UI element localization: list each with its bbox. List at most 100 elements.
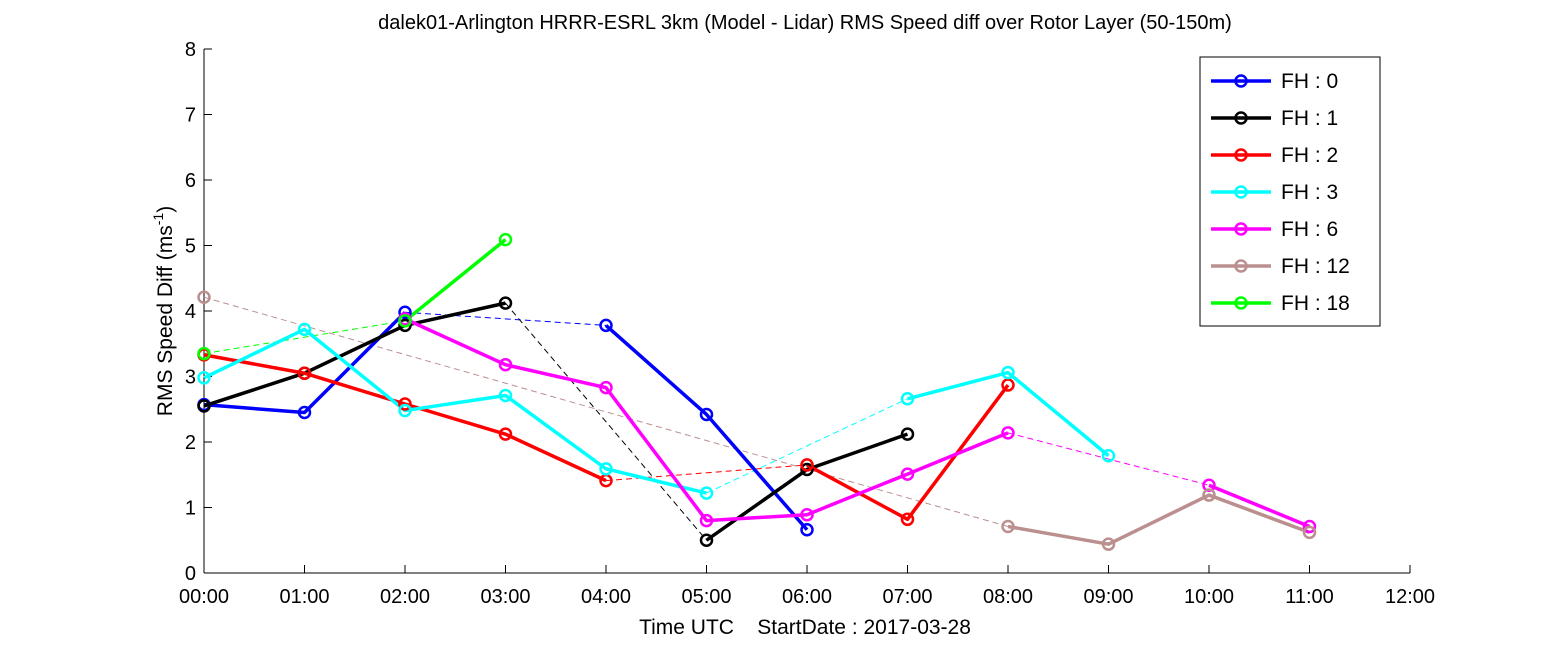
chart-title: dalek01-Arlington HRRR-ESRL 3km (Model -… — [378, 12, 1232, 34]
legend-label: FH : 3 — [1281, 181, 1338, 204]
data-point — [1001, 365, 1015, 380]
data-point — [800, 523, 814, 537]
legend-label: FH : 18 — [1281, 292, 1350, 315]
x-tick-label: 07:00 — [882, 586, 932, 608]
data-point — [498, 232, 513, 247]
series-line — [403, 238, 507, 323]
data-point — [498, 296, 513, 310]
data-point — [699, 407, 714, 422]
data-point — [1001, 426, 1015, 440]
x-tick-label: 11:00 — [1285, 586, 1334, 608]
y-tick-label: 5 — [185, 236, 196, 258]
data-point — [1101, 449, 1116, 463]
x-tick-label: 06:00 — [782, 586, 832, 608]
data-point — [297, 405, 312, 420]
y-tick-label: 7 — [185, 105, 196, 127]
y-tick-label: 3 — [185, 367, 196, 389]
y-axis-label: RMS Speed Diff (ms-1) — [150, 206, 177, 416]
data-point — [197, 371, 211, 385]
data-point — [1202, 488, 1216, 502]
series-gap-connector — [505, 302, 707, 541]
data-point — [197, 399, 211, 413]
series-line — [404, 317, 1009, 523]
data-point — [599, 462, 613, 476]
y-tick-label: 8 — [185, 39, 196, 61]
data-point — [1001, 519, 1015, 534]
y-axis-label-sup: -1 — [150, 213, 166, 226]
data-point — [1302, 519, 1317, 534]
data-point — [297, 366, 312, 380]
series-line — [1208, 483, 1311, 529]
legend-marker — [1234, 185, 1248, 199]
series-line — [203, 301, 506, 408]
data-point — [800, 462, 814, 477]
series-line — [203, 311, 407, 415]
series-gap-connector — [706, 398, 908, 494]
legend-label: FH : 0 — [1281, 70, 1338, 93]
data-point — [599, 318, 613, 333]
data-point — [398, 397, 412, 411]
x-tick-label: 05:00 — [681, 586, 731, 608]
data-point — [900, 392, 915, 406]
data-point — [398, 305, 412, 320]
legend-marker — [1234, 148, 1248, 162]
series-gap-connector — [404, 311, 607, 326]
legend-marker — [1234, 222, 1248, 236]
series-line — [907, 370, 1110, 458]
series-line — [203, 327, 707, 495]
y-tick-label: 6 — [185, 170, 196, 192]
series-line — [806, 383, 1010, 522]
legend-marker — [1234, 296, 1248, 310]
x-tick-label: 10:00 — [1184, 586, 1234, 608]
legend-label: FH : 2 — [1281, 144, 1338, 167]
x-tick-label: 12:00 — [1385, 586, 1435, 608]
data-point — [699, 513, 714, 528]
plot-area — [197, 232, 1317, 551]
legend-marker — [1234, 111, 1248, 125]
data-point — [398, 318, 412, 333]
y-tick-label: 0 — [185, 563, 196, 585]
x-tick-label: 03:00 — [480, 586, 530, 608]
legend: FH : 0 FH : 1 FH : 2 FH : 3 FH : 6 FH : 12 FH … — [1199, 56, 1381, 327]
legend-marker — [1234, 259, 1248, 273]
data-point — [900, 467, 915, 481]
series-line — [1007, 493, 1311, 546]
x-tick-label: 08:00 — [983, 586, 1033, 608]
legend-label: FH : 1 — [1281, 107, 1338, 130]
data-point — [498, 357, 513, 372]
y-tick-label: 2 — [185, 432, 196, 454]
data-point — [197, 346, 211, 361]
data-point — [498, 427, 513, 441]
legend-marker — [1234, 74, 1248, 88]
axes: 00:00 01:00 02:00 03:00 04:00 05:00 06:00 07:00… — [179, 39, 1435, 608]
data-point — [900, 427, 915, 441]
data-point — [197, 290, 211, 304]
x-tick-label: 04:00 — [581, 586, 631, 608]
x-tick-label: 02:00 — [380, 586, 430, 608]
data-point — [599, 380, 613, 395]
data-point — [1001, 378, 1015, 392]
data-point — [398, 403, 412, 418]
data-point — [800, 507, 814, 522]
x-tick-label: 09:00 — [1083, 586, 1133, 608]
y-axis-label-main: RMS Speed Diff (ms — [154, 225, 177, 416]
legend-label: FH : 12 — [1281, 255, 1350, 278]
data-point — [498, 388, 513, 403]
series-gap-connector — [1007, 432, 1210, 486]
data-point — [800, 458, 814, 472]
data-point — [398, 314, 412, 328]
y-tick-label: 1 — [185, 498, 196, 520]
data-point — [699, 533, 714, 547]
y-tick-label: 4 — [185, 301, 196, 323]
x-axis-label: Time UTC StartDate : 2017-03-28 — [639, 616, 971, 639]
y-axis-label-end: ) — [154, 206, 177, 213]
x-tick-label: 01:00 — [279, 586, 329, 608]
series-gap-connector — [203, 320, 406, 355]
data-point — [1302, 525, 1317, 540]
data-point — [297, 322, 312, 337]
data-point — [1101, 537, 1116, 551]
x-tick-label: 00:00 — [179, 586, 229, 608]
data-point — [900, 512, 915, 527]
legend-label: FH : 6 — [1281, 218, 1338, 241]
